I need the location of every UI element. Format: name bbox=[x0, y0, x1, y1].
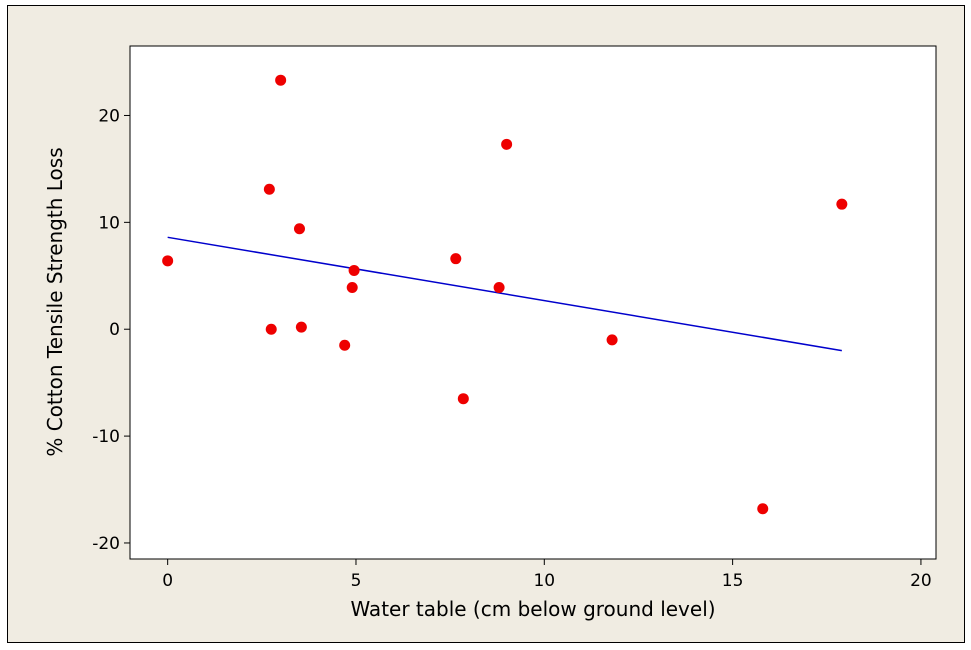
data-point bbox=[275, 74, 287, 86]
data-point bbox=[450, 253, 462, 265]
data-point bbox=[295, 321, 307, 333]
data-point bbox=[293, 223, 305, 235]
data-point bbox=[457, 393, 469, 405]
data-point bbox=[501, 138, 513, 150]
data-point bbox=[339, 339, 351, 351]
x-tick-label: 20 bbox=[910, 571, 932, 591]
x-tick-label: 15 bbox=[722, 571, 744, 591]
x-tick-label: 5 bbox=[351, 571, 362, 591]
y-axis: -20 -10 0 10 20 bbox=[92, 106, 130, 554]
data-point bbox=[348, 264, 360, 276]
y-tick-label: 0 bbox=[109, 320, 120, 340]
x-axis-title: Water table (cm below ground level) bbox=[350, 597, 715, 621]
y-tick-label: -10 bbox=[92, 427, 120, 447]
y-tick-label: -20 bbox=[92, 534, 120, 554]
data-point bbox=[606, 334, 618, 346]
data-point bbox=[493, 282, 505, 294]
data-point bbox=[346, 282, 358, 294]
y-tick-label: 20 bbox=[98, 106, 120, 126]
y-tick-label: 10 bbox=[98, 213, 120, 233]
plot-area bbox=[129, 45, 937, 560]
data-point bbox=[836, 198, 848, 210]
x-tick-label: 10 bbox=[533, 571, 555, 591]
y-axis-title: % Cotton Tensile Strength Loss bbox=[43, 147, 67, 456]
x-tick-label: 0 bbox=[162, 571, 173, 591]
data-point bbox=[757, 503, 769, 515]
data-point bbox=[162, 255, 174, 267]
regression-line bbox=[167, 236, 842, 352]
plot-marks bbox=[162, 74, 848, 515]
x-axis: 0 5 10 15 20 bbox=[162, 559, 932, 591]
data-point bbox=[265, 323, 277, 335]
data-point bbox=[263, 183, 275, 195]
